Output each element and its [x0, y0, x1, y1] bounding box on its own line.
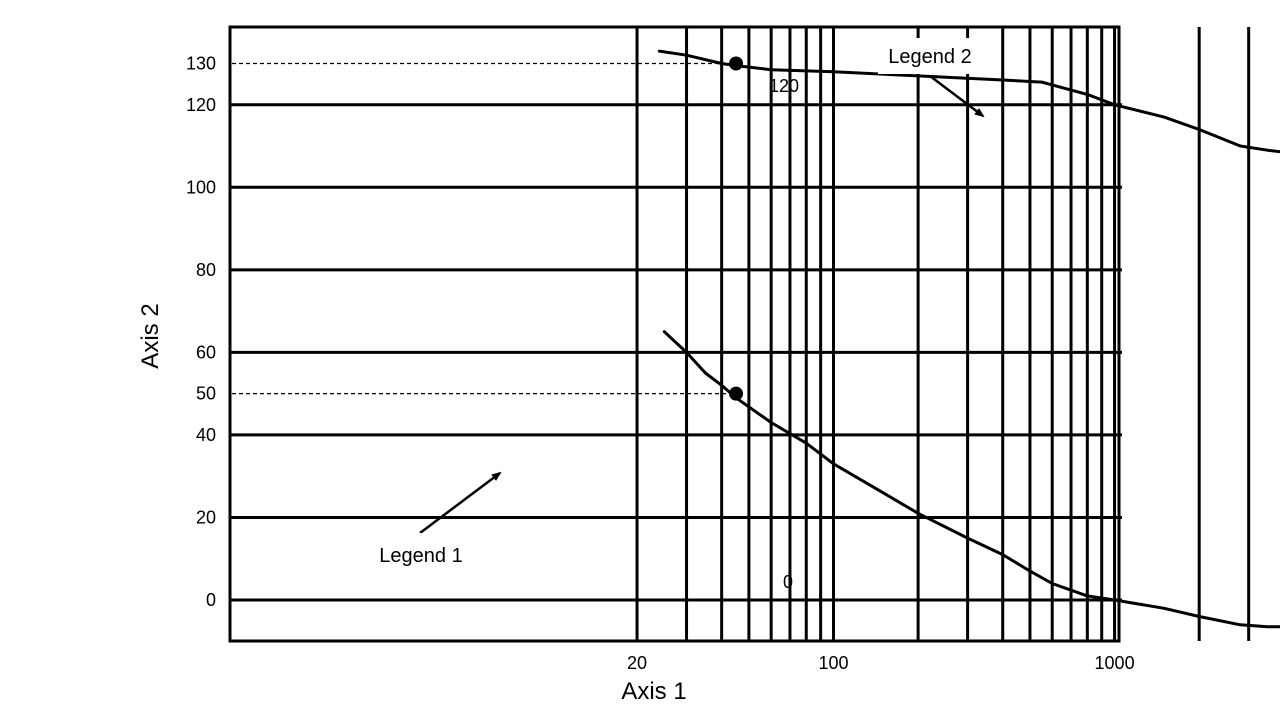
- legend-callout-box: [878, 38, 982, 74]
- guide-lines: [232, 62, 737, 395]
- x-tick-label: 100: [818, 653, 848, 673]
- data-point: [729, 386, 744, 401]
- legend-callout-label: Legend 2: [888, 46, 971, 68]
- y-tick-label: 40: [196, 425, 216, 445]
- y-tick-label: 120: [186, 95, 216, 115]
- legend-callout-box: [362, 533, 480, 577]
- y-tick-label: 20: [196, 507, 216, 527]
- highlighted-points: [729, 56, 744, 401]
- series-line-1: [657, 49, 1280, 154]
- curve-label: 120: [769, 76, 799, 96]
- x-tick-label: 1000: [1095, 653, 1135, 673]
- y-tick-label: 60: [196, 342, 216, 362]
- curve-label: 0: [783, 572, 793, 592]
- callout-arrow: [929, 75, 985, 118]
- y-tick-label: 130: [186, 53, 216, 73]
- series: [657, 49, 1280, 629]
- x-tick-labels: 20100100010000: [627, 653, 1135, 673]
- y-tick-label: 0: [206, 590, 216, 610]
- y-tick-label: 50: [196, 384, 216, 404]
- data-point: [729, 56, 744, 71]
- x-axis-label: Axis 1: [621, 678, 686, 705]
- callout-arrow: [419, 471, 502, 534]
- series-line-2: [662, 330, 1280, 629]
- grid: [230, 27, 1251, 641]
- curve-labels: 120 0: [769, 76, 799, 592]
- y-tick-label: 100: [186, 177, 216, 197]
- y-tick-labels: 0 20 40 50 60 80 100 120 130: [186, 53, 216, 610]
- x-tick-label: 20: [627, 653, 647, 673]
- legend-callout-label: Legend 1: [379, 545, 462, 567]
- annotations: Legend 1 Legend 2: [362, 38, 985, 577]
- plot-frame: [228, 25, 1121, 643]
- y-tick-label: 80: [196, 260, 216, 280]
- y-axis-label: Axis 2: [137, 303, 164, 368]
